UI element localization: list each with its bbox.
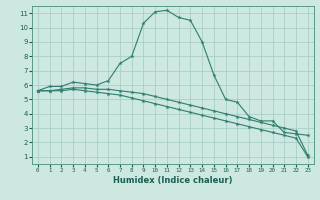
X-axis label: Humidex (Indice chaleur): Humidex (Indice chaleur): [113, 176, 233, 185]
